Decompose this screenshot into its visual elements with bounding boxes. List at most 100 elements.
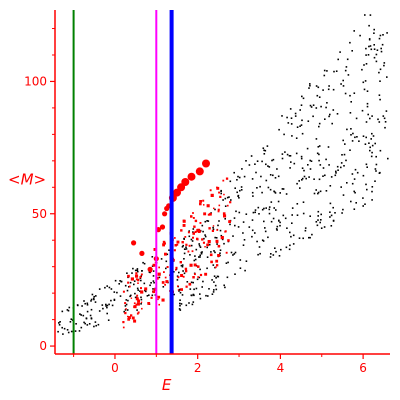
data-point — [382, 115, 385, 117]
data-point — [210, 260, 213, 264]
data-point — [122, 326, 125, 329]
data-point — [377, 118, 379, 121]
data-point — [192, 232, 195, 235]
data-point — [166, 266, 169, 268]
data-point — [177, 289, 180, 291]
data-point — [304, 227, 307, 229]
data-point — [185, 285, 188, 288]
data-point — [375, 53, 378, 56]
data-point — [295, 137, 298, 139]
data-point — [105, 303, 107, 306]
data-point — [237, 195, 239, 197]
data-point — [184, 219, 186, 222]
data-point — [135, 297, 139, 301]
data-point — [325, 190, 328, 192]
data-point — [284, 217, 287, 220]
data-point — [364, 80, 367, 82]
data-point — [134, 292, 136, 295]
data-point — [204, 235, 207, 238]
data-point — [165, 260, 168, 263]
data-point — [225, 251, 228, 254]
data-point — [276, 168, 278, 170]
data-point — [192, 212, 194, 214]
data-point — [185, 243, 188, 246]
data-point — [281, 153, 284, 155]
data-point — [289, 231, 291, 234]
data-point — [80, 326, 83, 329]
data-point — [124, 311, 127, 315]
data-point — [251, 235, 253, 238]
data-point — [153, 288, 157, 292]
data-point — [342, 194, 345, 196]
data-point — [285, 246, 288, 249]
data-point — [188, 230, 190, 232]
data-point — [327, 146, 330, 148]
data-point — [101, 304, 104, 306]
data-point — [206, 246, 208, 249]
data-point — [236, 179, 238, 181]
data-point — [317, 192, 319, 195]
data-point — [183, 272, 186, 275]
data-point — [178, 290, 180, 292]
data-point — [151, 256, 154, 258]
data-point — [302, 237, 304, 240]
data-point — [261, 239, 264, 241]
data-point — [136, 287, 139, 290]
data-point — [256, 160, 259, 162]
data-point — [255, 171, 257, 174]
data-point — [176, 279, 179, 281]
data-point — [383, 62, 386, 64]
data-point — [213, 275, 216, 277]
data-point — [290, 161, 292, 163]
data-point — [149, 284, 151, 287]
data-point — [257, 206, 260, 209]
data-point — [315, 189, 317, 191]
data-point — [185, 304, 188, 307]
data-point — [70, 318, 73, 320]
data-point — [69, 321, 72, 323]
y-tick-label: 50 — [32, 207, 47, 221]
data-point — [219, 229, 222, 232]
data-point — [223, 193, 225, 196]
highlight-point — [187, 172, 196, 181]
data-point — [222, 199, 224, 201]
data-point — [175, 269, 177, 271]
data-point — [137, 279, 140, 282]
data-point — [212, 264, 215, 266]
data-point — [196, 237, 199, 240]
data-point — [324, 174, 326, 177]
data-point — [200, 252, 203, 255]
data-point — [214, 284, 217, 287]
data-point — [191, 250, 194, 253]
data-point — [264, 149, 267, 152]
data-point — [124, 284, 127, 287]
data-point — [337, 169, 339, 171]
data-point — [285, 193, 288, 195]
data-point — [210, 193, 214, 197]
data-point — [294, 115, 297, 117]
y-tick-label: 100 — [24, 74, 47, 88]
data-point — [106, 306, 108, 309]
data-point — [345, 159, 347, 162]
data-point — [342, 208, 344, 211]
data-point — [122, 321, 125, 324]
data-point — [216, 229, 219, 231]
data-point — [129, 295, 131, 298]
data-point — [209, 253, 213, 257]
data-point — [245, 160, 247, 162]
data-point — [119, 280, 121, 282]
data-point — [83, 300, 85, 302]
data-point — [342, 85, 345, 87]
data-point — [226, 196, 229, 199]
data-point — [139, 290, 141, 292]
data-point — [195, 287, 198, 290]
data-point — [323, 74, 326, 77]
data-point — [137, 289, 139, 291]
data-point — [153, 248, 157, 251]
data-point — [67, 309, 70, 312]
data-point — [315, 221, 318, 223]
highlight-point — [131, 240, 137, 246]
data-point — [292, 234, 295, 237]
data-point — [188, 302, 190, 304]
data-point — [318, 125, 320, 128]
